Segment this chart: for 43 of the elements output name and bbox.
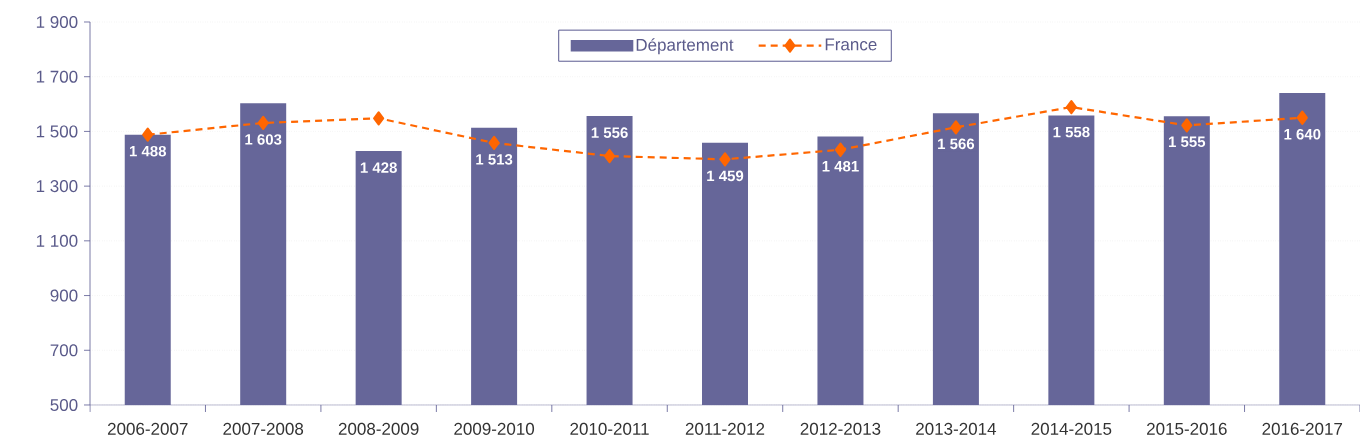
legend-label: France <box>825 38 877 51</box>
data-label: 1 566 <box>938 138 975 150</box>
data-label: 1 428 <box>360 162 397 173</box>
x-tick-label: 2006-2007 <box>107 422 188 435</box>
x-tick-label: 2011-2012 <box>685 422 765 435</box>
point <box>950 120 962 135</box>
y-tick-label: 1 100 <box>36 234 78 247</box>
legend-label: Département <box>636 38 734 55</box>
data-label: 1 556 <box>591 127 628 138</box>
y-tick-label: 1 300 <box>36 180 78 193</box>
point <box>1181 118 1193 133</box>
data-label: 1 513 <box>476 154 513 165</box>
point <box>1065 99 1077 115</box>
y-tick-label: 1 900 <box>36 15 78 29</box>
x-tick-label: 2009-2010 <box>454 422 535 435</box>
data-label: 1 488 <box>129 145 167 157</box>
point <box>142 127 154 142</box>
x-tick-label: 2007-2008 <box>223 422 304 435</box>
point <box>603 148 616 164</box>
data-label: 1 640 <box>1284 128 1321 140</box>
x-tick-label: 2012-2013 <box>800 422 881 435</box>
data-label: 1 558 <box>1053 126 1090 138</box>
y-tick-label: 900 <box>50 289 78 302</box>
data-label: 1 459 <box>707 170 744 182</box>
y-tick-label: 700 <box>50 344 78 357</box>
point <box>488 135 500 151</box>
data-label: 1 603 <box>245 134 282 145</box>
y-tick-label: 500 <box>50 398 78 412</box>
point <box>719 152 731 167</box>
data-label: 1 481 <box>822 160 859 172</box>
x-tick-label: 2008-2009 <box>338 422 419 435</box>
x-tick-label: 2014-2015 <box>1031 422 1112 435</box>
y-tick-label: 1 500 <box>36 125 78 138</box>
x-tick-label: 2013-2014 <box>916 422 997 435</box>
y-tick-label: 1 700 <box>36 70 78 83</box>
point <box>373 111 385 126</box>
x-tick-label: 2015-2016 <box>1147 422 1227 435</box>
x-tick-label: 2016-2017 <box>1262 422 1343 435</box>
point <box>1296 110 1308 125</box>
point <box>834 142 847 157</box>
data-label: 1 555 <box>1168 136 1206 148</box>
point <box>257 115 269 131</box>
x-tick-label: 2010-2011 <box>570 422 649 435</box>
